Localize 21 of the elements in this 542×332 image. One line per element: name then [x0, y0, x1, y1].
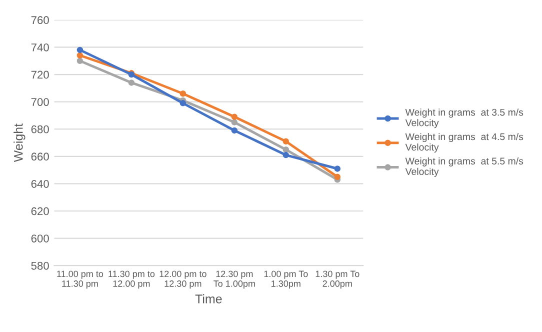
x-tick-label: 11.30 pm to 12.00 pm [108, 270, 155, 289]
x-tick-label: 1.00 pm To 1.30pm [264, 270, 308, 289]
y-tick-label: 680 [31, 125, 49, 134]
y-tick-label: 640 [31, 180, 49, 188]
y-axis-title: Weight [14, 124, 26, 162]
y-tick-label: 700 [31, 98, 49, 106]
y-tick-label: 580 [31, 262, 49, 270]
legend-label: Weight in grams at 3.5 m/s Velocity [405, 108, 524, 128]
y-tick-label: 720 [31, 70, 49, 79]
x-tick-label: 12.00 pm to 12.30 pm [160, 270, 206, 289]
x-tick-label: 1.30 pm To 2.00pm [316, 270, 360, 289]
legend-label: Weight in grams at 5.5 m/s Velocity [405, 157, 524, 177]
y-tick-label: 620 [31, 207, 49, 216]
y-tick-label: 660 [31, 152, 49, 161]
y-tick-label: 600 [31, 234, 49, 242]
x-tick-label: 12.30 pm To 1.00pm [214, 270, 255, 289]
x-axis-title: Time [195, 294, 222, 304]
y-tick-label: 740 [31, 43, 49, 52]
legend-label: Weight in grams at 4.5 m/s Velocity [405, 132, 524, 153]
y-tick-label: 760 [31, 16, 49, 24]
x-tick-label: 11.00 pm to 11.30 pm [57, 270, 104, 289]
